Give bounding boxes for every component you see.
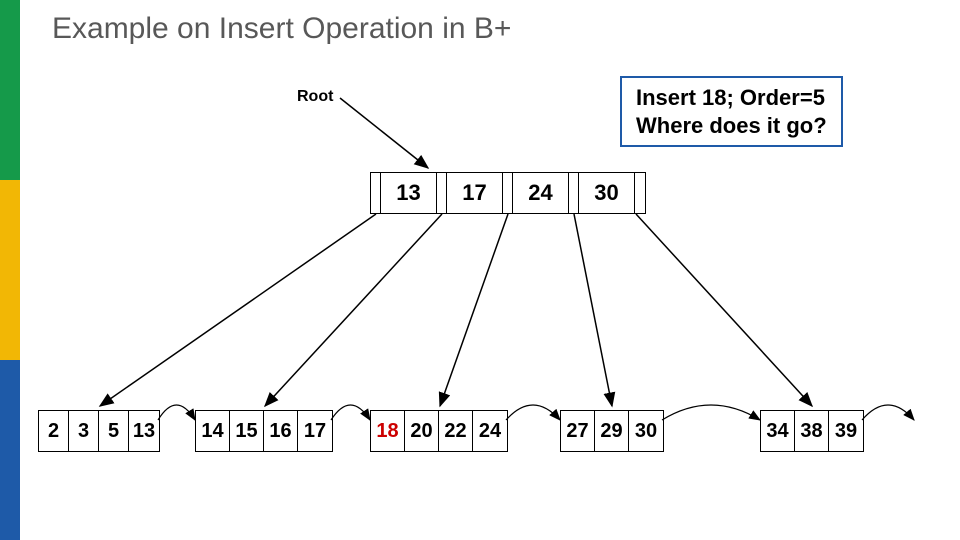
slide-title: Example on Insert Operation in B+ — [52, 12, 511, 46]
leaf-node: 23513 — [38, 410, 160, 452]
leaf-key: 22 — [439, 411, 473, 451]
leaf-node: 18202224 — [370, 410, 508, 452]
root-label: Root — [297, 88, 333, 106]
accent-sidebar — [0, 0, 20, 540]
pointer-slot — [569, 173, 579, 213]
pointer-slot — [437, 173, 447, 213]
pointer-slot — [635, 173, 645, 213]
leaf-key: 27 — [561, 411, 595, 451]
leaf-node: 343839 — [760, 410, 864, 452]
sidebar-band-yellow — [0, 180, 20, 360]
internal-key: 13 — [381, 173, 437, 213]
pointer-slot — [371, 173, 381, 213]
leaf-key: 17 — [298, 411, 332, 451]
leaf-key: 34 — [761, 411, 795, 451]
leaf-key: 38 — [795, 411, 829, 451]
leaf-node: 272930 — [560, 410, 664, 452]
insert-callout: Insert 18; Order=5 Where does it go? — [620, 76, 843, 147]
leaf-key: 3 — [69, 411, 99, 451]
leaf-key: 16 — [264, 411, 298, 451]
leaf-key: 13 — [129, 411, 159, 451]
callout-line1: Insert 18; Order=5 — [636, 84, 827, 112]
leaf-key: 24 — [473, 411, 507, 451]
callout-line2: Where does it go? — [636, 112, 827, 140]
leaf-key: 30 — [629, 411, 663, 451]
leaf-key: 2 — [39, 411, 69, 451]
sidebar-band-blue — [0, 360, 20, 540]
leaf-key: 39 — [829, 411, 863, 451]
leaf-key: 18 — [371, 411, 405, 451]
pointer-slot — [503, 173, 513, 213]
leaf-key: 14 — [196, 411, 230, 451]
leaf-key: 5 — [99, 411, 129, 451]
leaf-key: 29 — [595, 411, 629, 451]
internal-key: 24 — [513, 173, 569, 213]
internal-key: 30 — [579, 173, 635, 213]
internal-node: 13172430 — [370, 172, 646, 214]
leaf-key: 15 — [230, 411, 264, 451]
internal-key: 17 — [447, 173, 503, 213]
sidebar-band-green — [0, 0, 20, 180]
leaf-node: 14151617 — [195, 410, 333, 452]
leaf-key: 20 — [405, 411, 439, 451]
